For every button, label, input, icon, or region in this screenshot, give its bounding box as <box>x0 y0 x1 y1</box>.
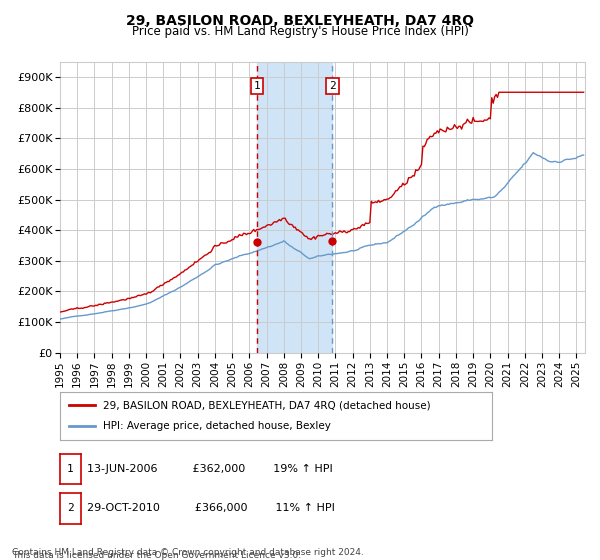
Text: 29, BASILON ROAD, BEXLEYHEATH, DA7 4RQ (detached house): 29, BASILON ROAD, BEXLEYHEATH, DA7 4RQ (… <box>103 400 431 410</box>
Text: Price paid vs. HM Land Registry's House Price Index (HPI): Price paid vs. HM Land Registry's House … <box>131 25 469 38</box>
Bar <box>257 62 332 353</box>
Text: 29-OCT-2010          £366,000        11% ↑ HPI: 29-OCT-2010 £366,000 11% ↑ HPI <box>87 503 335 513</box>
Text: 13-JUN-2006          £362,000        19% ↑ HPI: 13-JUN-2006 £362,000 19% ↑ HPI <box>87 464 333 474</box>
Text: HPI: Average price, detached house, Bexley: HPI: Average price, detached house, Bexl… <box>103 421 331 431</box>
Text: 2: 2 <box>67 503 74 513</box>
Text: 2: 2 <box>329 81 336 91</box>
Text: 29, BASILON ROAD, BEXLEYHEATH, DA7 4RQ: 29, BASILON ROAD, BEXLEYHEATH, DA7 4RQ <box>126 14 474 28</box>
Text: 1: 1 <box>67 464 74 474</box>
Text: Contains HM Land Registry data © Crown copyright and database right 2024.: Contains HM Land Registry data © Crown c… <box>12 548 364 557</box>
Text: This data is licensed under the Open Government Licence v3.0.: This data is licensed under the Open Gov… <box>12 551 301 560</box>
Text: 1: 1 <box>254 81 260 91</box>
